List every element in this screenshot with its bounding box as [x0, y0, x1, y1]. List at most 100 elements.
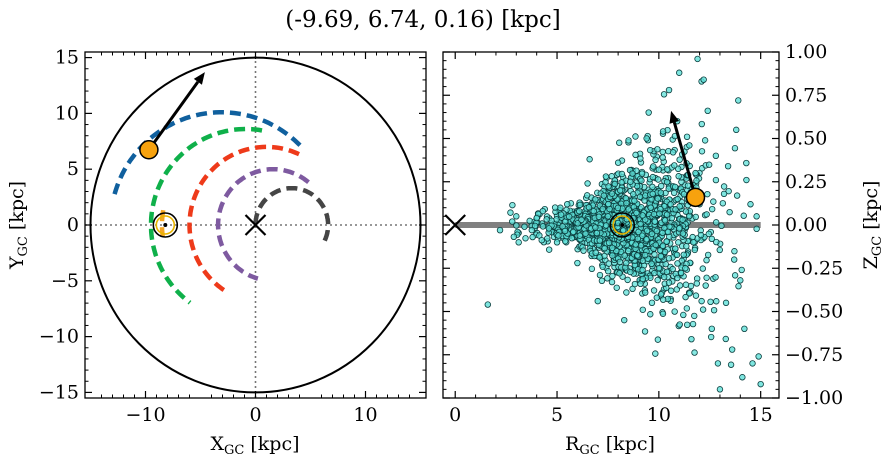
scatter-point: [663, 268, 671, 275]
scatter-point: [674, 274, 681, 282]
left-xlabel: XGC [kpc]: [210, 433, 299, 458]
scatter-point: [582, 230, 589, 237]
scatter-point: [602, 178, 609, 186]
right-ytick-label: −1.00: [785, 387, 843, 409]
scatter-point: [643, 135, 650, 142]
left-xtick-label: 10: [353, 404, 377, 426]
scatter-point: [653, 227, 660, 235]
scatter-point: [708, 205, 716, 213]
scatter-point: [703, 211, 710, 218]
scatter-point: [623, 289, 630, 296]
scatter-point: [649, 183, 656, 191]
scatter-point: [650, 163, 657, 170]
left-ytick-label: 5: [67, 158, 79, 180]
scatter-point: [686, 290, 693, 297]
scatter-point: [670, 189, 678, 197]
scatter-point: [667, 201, 674, 208]
right-star-marker: [685, 187, 706, 208]
scatter-point: [633, 209, 640, 217]
scatter-point: [618, 179, 625, 186]
scatter-point: [635, 228, 642, 236]
scatter-point: [677, 269, 685, 277]
scatter-point: [738, 266, 745, 274]
scatter-point: [639, 212, 646, 219]
scatter-point: [599, 205, 606, 213]
scatter-point: [679, 230, 687, 237]
scatter-point: [605, 260, 612, 267]
right-velocity-arrow-head: [669, 110, 680, 124]
scatter-point: [683, 133, 691, 141]
scatter-point: [719, 200, 727, 207]
scatter-point: [684, 182, 692, 189]
scatter-point: [659, 128, 667, 135]
scatter-point: [714, 360, 722, 367]
scatter-point: [672, 245, 679, 252]
left-star-marker: [139, 140, 159, 160]
scatter-point: [708, 235, 715, 243]
scatter-point: [707, 298, 714, 306]
scatter-point: [632, 133, 639, 140]
scatter-point: [676, 225, 683, 232]
scatter-point: [713, 298, 720, 305]
scatter-point: [693, 280, 701, 287]
scatter-point: [697, 231, 705, 239]
scatter-point: [611, 180, 619, 188]
scatter-point: [705, 230, 712, 238]
scatter-point: [605, 183, 612, 190]
scatter-point: [682, 293, 689, 301]
scatter-point: [639, 232, 646, 239]
scatter-point: [533, 214, 540, 222]
scatter-point: [749, 360, 756, 367]
figure-title: (-9.69, 6.74, 0.16) [kpc]: [285, 7, 560, 33]
right-ylabel: ZGC [kpc]: [860, 181, 885, 270]
right-ytick-label: 0.50: [785, 128, 827, 150]
scatter-point: [578, 216, 585, 224]
scatter-point: [632, 241, 639, 248]
scatter-point: [574, 259, 581, 267]
scatter-point: [648, 260, 655, 268]
scatter-point: [674, 260, 681, 267]
scatter-point: [634, 235, 642, 242]
scatter-point: [743, 159, 750, 167]
scatter-point: [659, 154, 666, 161]
scatter-point: [598, 277, 606, 285]
scatter-point: [661, 224, 668, 232]
scatter-point: [722, 299, 730, 307]
left-ytick-label: −5: [51, 270, 79, 292]
spiral-arm-5: [215, 166, 310, 281]
scatter-point: [679, 216, 686, 223]
scatter-point: [712, 176, 720, 184]
scatter-point: [623, 199, 630, 207]
scatter-point: [680, 311, 687, 319]
scatter-point: [557, 204, 564, 211]
right-sun-center-dot: [620, 223, 625, 227]
scatter-point: [507, 209, 514, 216]
left-ytick-label: 15: [55, 47, 79, 69]
scatter-point: [659, 310, 667, 317]
scatter-point: [583, 192, 591, 199]
scatter-point: [700, 76, 707, 83]
scatter-point: [716, 386, 724, 393]
scatter-point: [609, 272, 616, 280]
scatter-point: [568, 234, 576, 242]
scatter-point: [496, 226, 504, 234]
sun-center-dot: [163, 223, 168, 227]
scatter-point: [649, 173, 657, 181]
left-panel: −10 0 10 −15 −10 −5 0 5 10 15 XGC [kpc] YGC [kpc]: [6, 47, 427, 458]
scatter-point: [643, 227, 651, 235]
scatter-point: [647, 311, 654, 318]
right-xlabel: RGC [kpc]: [565, 433, 655, 458]
scatter-point: [668, 214, 676, 222]
scatter-point: [616, 258, 624, 266]
left-velocity-arrow-shaft: [147, 80, 200, 151]
scatter-point: [675, 239, 682, 246]
scatter-point: [557, 211, 565, 218]
scatter-point: [722, 335, 729, 343]
scatter-point: [740, 212, 747, 219]
scatter-point: [596, 237, 603, 244]
scatter-point: [665, 86, 673, 94]
scatter-point: [564, 201, 571, 208]
scatter-point: [614, 204, 622, 212]
scatter-point: [731, 272, 739, 279]
scatter-point: [553, 239, 561, 246]
